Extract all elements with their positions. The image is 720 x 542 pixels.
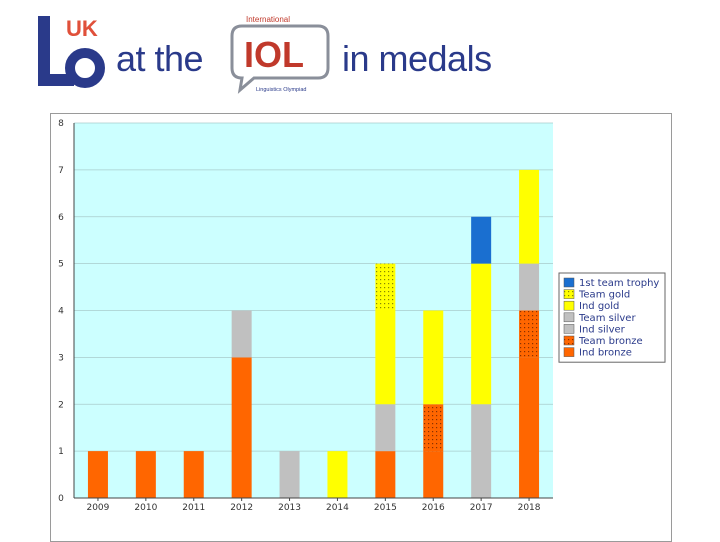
bar-segment-ind-silver [519,263,540,311]
x-tick-label: 2015 [374,503,397,513]
uk-lo-logo: UK [38,16,105,88]
legend-swatch [563,324,575,334]
y-tick-label: 6 [58,213,64,223]
uk-logo-text: UK [66,16,98,41]
x-tick-label: 2010 [134,503,157,513]
x-tick-label: 2011 [182,503,205,513]
bar-segment-ind-silver [471,404,492,498]
bar-segment-ind-bronze [135,451,156,498]
x-tick-label: 2016 [422,503,445,513]
bar-segment-ind-bronze [87,451,108,498]
logo-o-ring [65,48,105,88]
logo-l-horizontal [38,74,74,86]
y-tick-label: 7 [58,166,64,176]
bar-segment-ind-silver [375,404,396,452]
bar-segment-ind-silver [231,310,252,358]
iol-main-text: IOL [244,34,304,75]
bar-segment-team-gold [375,263,396,311]
legend-label: Team bronze [578,336,643,347]
legend-swatch [563,300,575,311]
y-tick-label: 0 [58,494,64,504]
title-part-1: at the [116,38,204,79]
bar-segment-ind-bronze [375,451,396,498]
iol-logo: International IOL Linguistics Olympiad [230,15,330,94]
iol-bottom-text: Linguistics Olympiad [256,87,306,93]
iol-top-text: International [246,15,290,24]
chart-frame: 0 1 2 3 4 5 6 7 8 2009 2010 2011 2012 2013 2014 2015 201… [50,113,672,542]
bar-segment-ind-gold [327,451,348,498]
y-tick-label: 4 [58,307,64,317]
y-tick-label: 2 [58,400,64,410]
legend-box [558,272,666,363]
bar-segment-ind-silver [279,451,300,498]
y-tick-label: 3 [58,353,64,363]
legend-swatch [563,277,575,288]
legend-swatch [563,289,575,299]
legend-label: Ind gold [579,301,619,312]
bar-segment-1st-team-trophy [471,216,492,264]
bar-segment-team-bronze [423,404,444,452]
x-tick-label: 2017 [470,503,493,513]
legend-label: Ind bronze [579,348,632,359]
bar-segment-ind-gold [375,310,396,405]
y-tick-label: 5 [58,260,64,270]
legend-swatch [563,335,575,346]
y-tick-label: 8 [58,119,64,129]
bar-segment-ind-gold [519,169,540,264]
y-tick-label: 1 [58,447,64,457]
title-part-2: in medals [342,38,492,79]
legend-label: 1st team trophy [579,278,659,289]
bar-segment-ind-gold [471,263,492,405]
legend-label: Team silver [578,313,636,324]
bar-segment-ind-bronze [423,451,444,498]
bar-segment-team-bronze [519,310,540,358]
legend-swatch [563,312,575,323]
legend-label: Ind silver [579,324,626,335]
x-tick-label: 2014 [326,503,349,513]
legend-label: Team gold [578,290,630,301]
legend-swatch [563,347,575,357]
bar-segment-ind-bronze [519,357,540,498]
x-tick-label: 2018 [518,503,541,513]
medals-chart: 0 1 2 3 4 5 6 7 8 2009 2010 2011 2012 2013 2014 2015 201… [58,119,666,513]
bar-segment-ind-gold [423,310,444,405]
x-tick-label: 2012 [230,503,253,513]
bar-segment-ind-bronze [183,451,204,498]
x-tick-label: 2009 [86,503,109,513]
bar-segment-ind-bronze [231,357,252,498]
iol-speech-bubble [230,24,330,94]
logo-l-vertical [38,16,50,86]
x-tick-label: 2013 [278,503,301,513]
